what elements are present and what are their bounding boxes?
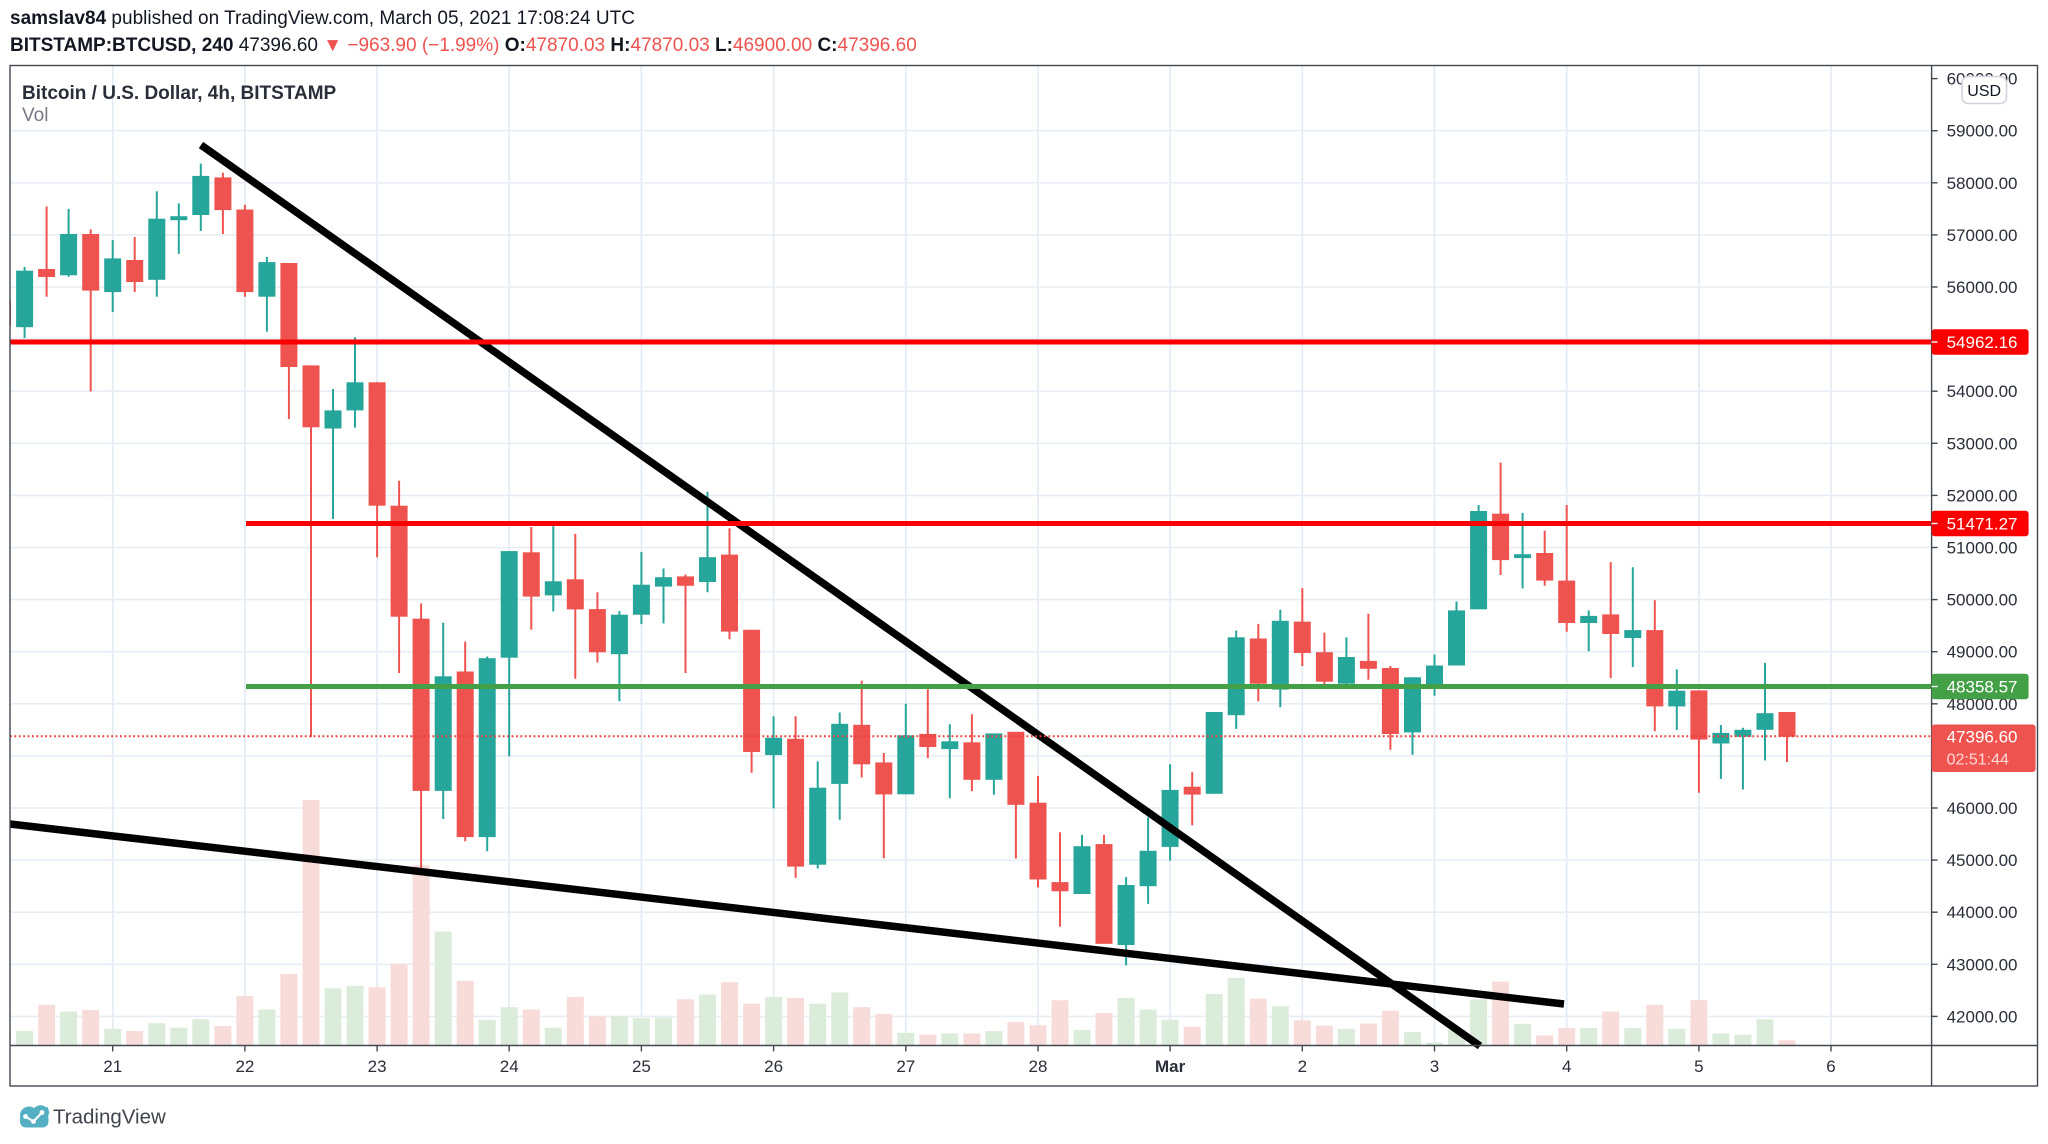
svg-text:USD: USD [1967, 83, 2001, 100]
svg-text:25: 25 [632, 1057, 651, 1076]
svg-text:5: 5 [1694, 1057, 1703, 1076]
svg-text:46000.00: 46000.00 [1947, 799, 2018, 818]
svg-text:52000.00: 52000.00 [1947, 486, 2018, 505]
svg-text:02:51:44: 02:51:44 [1947, 752, 2009, 769]
svg-text:Bitcoin / U.S. Dollar, 4h, BIT: Bitcoin / U.S. Dollar, 4h, BITSTAMP [22, 83, 337, 104]
svg-text:48358.57: 48358.57 [1947, 678, 2018, 697]
svg-text:50000.00: 50000.00 [1947, 591, 2018, 610]
svg-text:2: 2 [1298, 1057, 1307, 1076]
svg-text:58000.00: 58000.00 [1947, 174, 2018, 193]
svg-text:51000.00: 51000.00 [1947, 539, 2018, 558]
svg-text:26: 26 [764, 1057, 783, 1076]
svg-text:27: 27 [896, 1057, 915, 1076]
svg-text:49000.00: 49000.00 [1947, 643, 2018, 662]
svg-text:28: 28 [1029, 1057, 1048, 1076]
svg-text:43000.00: 43000.00 [1947, 955, 2018, 974]
svg-text:BITSTAMP:BTCUSD, 240 47396.60: BITSTAMP:BTCUSD, 240 47396.60 ▼ −963.90 … [10, 35, 917, 56]
svg-text:23: 23 [368, 1057, 387, 1076]
svg-text:54962.16: 54962.16 [1947, 333, 2018, 352]
svg-text:Mar: Mar [1155, 1057, 1186, 1076]
svg-text:51471.27: 51471.27 [1947, 515, 2018, 534]
svg-text:24: 24 [500, 1057, 519, 1076]
svg-text:44000.00: 44000.00 [1947, 903, 2018, 922]
svg-text:42000.00: 42000.00 [1947, 1007, 2018, 1026]
svg-text:53000.00: 53000.00 [1947, 434, 2018, 453]
svg-text:22: 22 [235, 1057, 254, 1076]
svg-text:59000.00: 59000.00 [1947, 122, 2018, 141]
svg-text:4: 4 [1562, 1057, 1571, 1076]
svg-text:samslav84 published on Trading: samslav84 published on TradingView.com, … [10, 8, 635, 29]
svg-text:Vol: Vol [22, 105, 48, 126]
svg-text:21: 21 [103, 1057, 122, 1076]
svg-text:48000.00: 48000.00 [1947, 695, 2018, 714]
svg-text:56000.00: 56000.00 [1947, 278, 2018, 297]
svg-text:54000.00: 54000.00 [1947, 382, 2018, 401]
svg-text:45000.00: 45000.00 [1947, 851, 2018, 870]
svg-text:47396.60: 47396.60 [1947, 728, 2018, 747]
svg-text:3: 3 [1430, 1057, 1439, 1076]
svg-text:57000.00: 57000.00 [1947, 226, 2018, 245]
svg-text:TradingView: TradingView [53, 1106, 166, 1129]
svg-text:6: 6 [1826, 1057, 1835, 1076]
